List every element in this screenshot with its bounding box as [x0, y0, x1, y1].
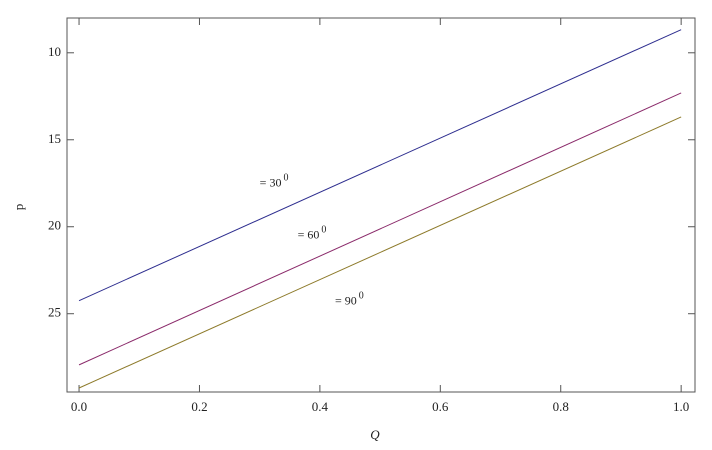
- y-tick-label: 20: [48, 218, 61, 233]
- series-line: [78, 116, 682, 389]
- x-tick-label: 0.8: [553, 399, 569, 414]
- annotation-sup: 0: [321, 225, 326, 236]
- series-line: [78, 92, 682, 366]
- x-tick-label: 0.0: [71, 399, 87, 414]
- y-tick-label: 15: [48, 131, 61, 146]
- y-tick-label: 25: [48, 305, 61, 320]
- annotation: = 30 0: [260, 173, 289, 189]
- annotation-text: = 90: [335, 293, 357, 307]
- x-tick-label: 0.6: [432, 399, 449, 414]
- x-axis-label: Q⃗: [370, 427, 390, 442]
- series-line: [78, 29, 682, 302]
- y-axis-label: p: [11, 204, 26, 211]
- annotation: = 60 0: [298, 225, 327, 241]
- annotation: = 90 0: [335, 291, 364, 307]
- x-tick-label: 0.4: [312, 399, 329, 414]
- y-tick-label: 10: [48, 44, 61, 59]
- annotation-text: = 30: [260, 175, 282, 189]
- x-tick-label: 1.0: [673, 399, 689, 414]
- x-tick-label: 0.2: [191, 399, 207, 414]
- annotation-sup: 0: [283, 173, 288, 184]
- plot-frame: [66, 17, 696, 393]
- annotation-sup: 0: [359, 291, 364, 302]
- annotation-text: = 60: [298, 227, 320, 241]
